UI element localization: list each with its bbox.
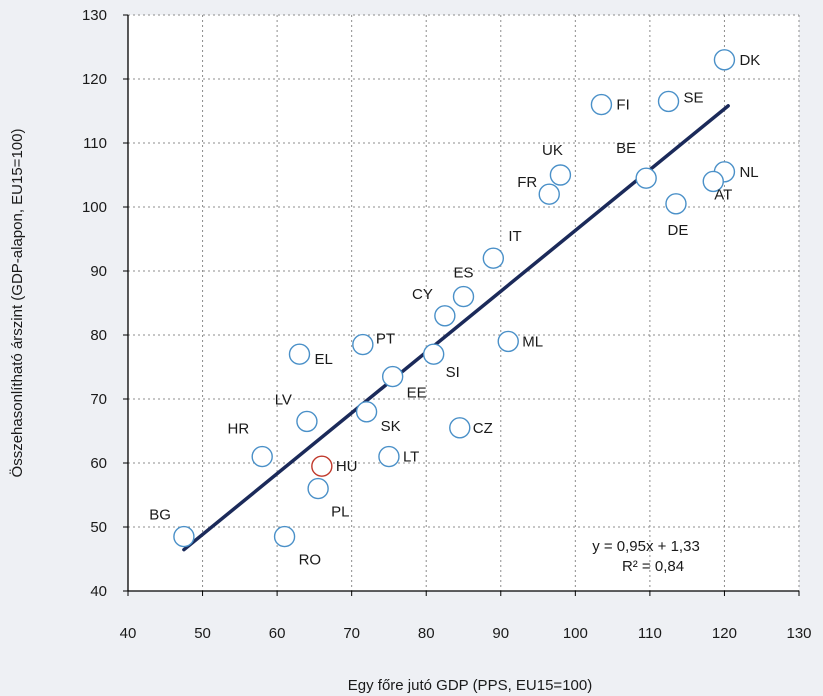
data-point-se — [657, 90, 680, 113]
data-point-fr — [538, 183, 560, 205]
point-layer — [173, 49, 736, 548]
data-point-lv — [296, 410, 318, 433]
x-axis-title: Egy főre jutó GDP (PPS, EU15=100) — [348, 677, 592, 694]
x-tick-label: 120 — [712, 625, 737, 642]
data-point-cy — [434, 305, 456, 327]
grid-layer — [128, 14, 800, 591]
x-tick-label: 60 — [269, 625, 286, 642]
data-point-si — [422, 343, 445, 365]
x-tick-label: 100 — [563, 625, 588, 642]
y-tick-label: 120 — [82, 71, 107, 88]
data-point-hu — [311, 455, 333, 477]
point-label-dk: DK — [739, 52, 760, 69]
point-label-lv: LV — [275, 391, 292, 408]
point-label-fr: FR — [517, 174, 537, 191]
data-point-lt — [378, 445, 400, 468]
point-label-de: DE — [668, 222, 689, 239]
data-point-pl — [307, 477, 329, 500]
point-label-it: IT — [508, 228, 521, 245]
x-tick-label: 110 — [638, 625, 662, 642]
point-label-ee: EE — [407, 385, 427, 402]
data-point-hr — [251, 445, 273, 468]
point-label-hr: HR — [228, 421, 250, 438]
point-label-si: SI — [446, 364, 460, 381]
point-label-hu: HU — [336, 458, 358, 475]
y-tick-label: 80 — [90, 327, 107, 344]
data-point-pt — [352, 333, 374, 356]
y-tick-label: 60 — [90, 455, 107, 472]
data-point-be — [635, 167, 657, 189]
x-tick-label: 90 — [492, 625, 509, 642]
point-label-cz: CZ — [473, 420, 493, 437]
point-label-nl: NL — [739, 164, 758, 181]
point-label-be: BE — [616, 140, 636, 157]
point-label-pt: PT — [376, 331, 395, 348]
y-tick-label: 40 — [90, 583, 107, 600]
data-point-de — [665, 193, 687, 215]
y-tick-label: 90 — [90, 263, 107, 280]
data-point-fi — [590, 93, 613, 116]
point-label-se: SE — [684, 89, 704, 106]
point-label-ro: RO — [299, 552, 322, 569]
x-tick-label: 40 — [120, 625, 137, 642]
point-label-cy: CY — [412, 286, 433, 303]
point-label-pl: PL — [331, 504, 349, 521]
x-tick-label: 130 — [786, 625, 811, 642]
data-point-bg — [173, 525, 195, 548]
point-label-ml: ML — [522, 333, 543, 350]
trend-equation: y = 0,95x + 1,33 — [592, 538, 700, 555]
data-point-es — [452, 285, 475, 308]
data-point-ml — [497, 330, 519, 353]
y-tick-label: 100 — [82, 199, 107, 216]
data-point-cz — [449, 417, 471, 439]
data-point-ee — [381, 365, 404, 388]
point-label-at: AT — [714, 186, 732, 203]
data-point-it — [482, 247, 505, 269]
data-point-dk — [713, 49, 736, 71]
y-tick-label: 70 — [90, 391, 107, 408]
x-tick-label: 70 — [343, 625, 360, 642]
x-tick-label: 80 — [418, 625, 435, 642]
y-tick-label: 130 — [82, 7, 107, 24]
point-label-bg: BG — [149, 507, 171, 524]
label-layer: BG RO PL HU HR LT LV SK CZ EE EL PT SI ML CY ES IT FR UK BE… — [149, 52, 760, 569]
data-point-ro — [273, 525, 296, 548]
data-point-sk — [355, 401, 378, 423]
point-label-es: ES — [453, 265, 473, 282]
data-point-el — [288, 343, 311, 365]
data-point-uk — [549, 164, 572, 186]
point-label-fi: FI — [616, 97, 629, 114]
axis-layer: 40 50 60 70 80 90 100 110 120 130 40 50 60 70 80 90 100 1… — [82, 7, 812, 642]
trend-r-squared: R² = 0,84 — [622, 558, 684, 575]
point-label-lt: LT — [403, 449, 419, 466]
y-tick-label: 50 — [90, 519, 107, 536]
x-tick-label: 50 — [194, 625, 211, 642]
y-axis-title: Összehasonlítható árszint (GDP-alapon, E… — [8, 129, 26, 478]
point-label-sk: SK — [381, 418, 401, 435]
point-label-el: EL — [314, 351, 332, 368]
y-tick-label: 110 — [83, 135, 107, 152]
data-point-at — [702, 170, 724, 193]
point-label-uk: UK — [542, 142, 563, 159]
